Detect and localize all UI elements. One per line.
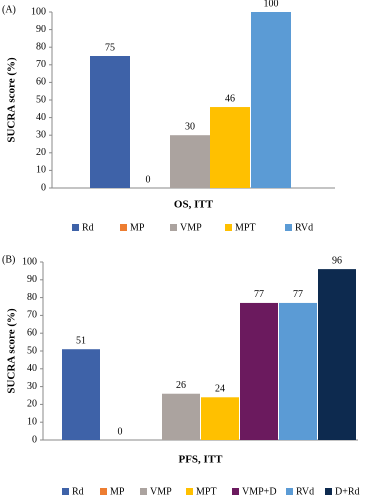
- legend-swatch: [72, 224, 79, 231]
- bar: [240, 302, 278, 440]
- bar: [201, 397, 239, 440]
- legend-label: D+Rd: [335, 486, 360, 497]
- legend-label: MPT: [235, 222, 256, 233]
- data-label: 51: [76, 336, 86, 347]
- y-tick-label: 10: [27, 416, 37, 427]
- data-label: 46: [225, 93, 235, 104]
- y-tick-label: 60: [27, 327, 37, 338]
- y-tick-label: 60: [36, 77, 46, 88]
- y-tick-label: 30: [36, 129, 46, 140]
- legend-swatch: [225, 224, 232, 231]
- legend-swatch: [325, 488, 332, 495]
- y-tick-label: 100: [31, 6, 46, 17]
- data-label: 75: [105, 42, 115, 53]
- legend-label: VMP+D: [242, 486, 277, 497]
- y-tick-label: 70: [36, 59, 46, 70]
- y-tick-label: 90: [36, 24, 46, 35]
- legend-label: Rd: [72, 486, 84, 497]
- legend-swatch: [62, 488, 69, 495]
- data-label: 24: [215, 384, 225, 395]
- data-label: 26: [176, 380, 186, 391]
- data-label: 100: [264, 0, 279, 9]
- bar: [170, 135, 210, 188]
- legend-swatch: [285, 224, 292, 231]
- legend-label: VMP: [180, 222, 202, 233]
- y-tick-label: 10: [36, 165, 46, 176]
- data-label: 0: [146, 174, 151, 185]
- panel-label: (A): [2, 4, 16, 15]
- bar: [279, 302, 317, 440]
- y-tick-label: 20: [36, 147, 46, 158]
- y-tick-label: 0: [41, 182, 46, 193]
- y-tick-label: 90: [27, 274, 37, 285]
- legend-swatch: [170, 224, 177, 231]
- data-label: 77: [254, 289, 264, 300]
- y-tick-label: 50: [36, 94, 46, 105]
- y-axis-label: SUCRA score (%): [6, 57, 18, 143]
- legend-label: MP: [130, 222, 145, 233]
- y-tick-label: 30: [27, 381, 37, 392]
- bar: [210, 107, 250, 188]
- legend-label: Rd: [82, 222, 94, 233]
- bar: [318, 269, 356, 440]
- bar: [251, 12, 291, 188]
- data-label: 30: [185, 121, 195, 132]
- y-tick-label: 20: [27, 399, 37, 410]
- data-label: 77: [293, 289, 303, 300]
- y-tick-label: 70: [27, 310, 37, 321]
- legend-swatch: [232, 488, 239, 495]
- data-label: 0: [118, 426, 123, 437]
- legend-label: MPT: [196, 486, 217, 497]
- y-tick-label: 0: [32, 434, 37, 445]
- bar: [162, 393, 200, 440]
- y-tick-label: 40: [27, 363, 37, 374]
- data-label: 96: [332, 255, 342, 266]
- x-axis-label: OS, ITT: [174, 199, 214, 211]
- x-axis-label: PFS, ITT: [178, 454, 223, 466]
- legend-swatch: [286, 488, 293, 495]
- y-axis-label: SUCRA score (%): [6, 308, 18, 394]
- panel-label: (B): [2, 254, 15, 265]
- bar: [90, 56, 130, 188]
- legend-swatch: [100, 488, 107, 495]
- y-tick-label: 80: [27, 292, 37, 303]
- y-tick-label: 40: [36, 112, 46, 123]
- y-tick-label: 80: [36, 41, 46, 52]
- legend-label: RVd: [296, 486, 314, 497]
- legend-label: MP: [110, 486, 125, 497]
- legend-swatch: [140, 488, 147, 495]
- y-tick-label: 100: [22, 256, 37, 267]
- legend-swatch: [186, 488, 193, 495]
- legend-label: VMP: [150, 486, 172, 497]
- legend-label: RVd: [295, 222, 313, 233]
- bar: [62, 349, 100, 440]
- y-tick-label: 50: [27, 345, 37, 356]
- legend-swatch: [120, 224, 127, 231]
